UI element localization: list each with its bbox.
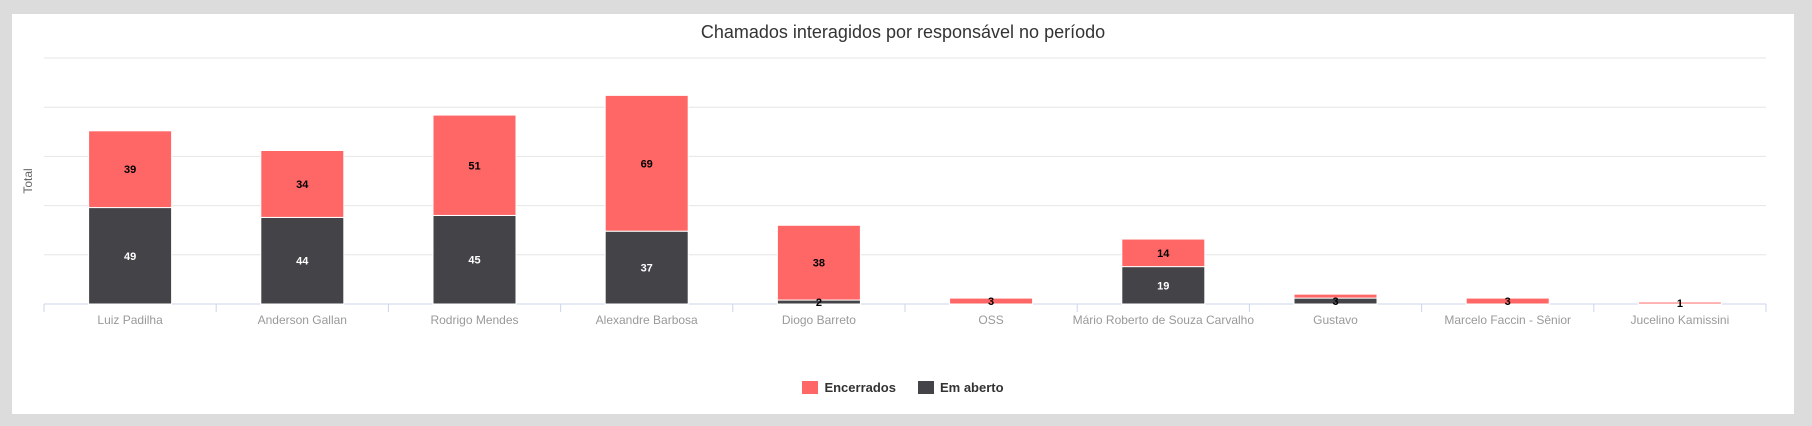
data-label-encerrados: 3 <box>1505 296 1511 308</box>
x-axis-category-label: Gustavo <box>1313 313 1358 327</box>
x-axis-category-label: Rodrigo Mendes <box>430 313 518 327</box>
bar-encerrados <box>1121 238 1206 268</box>
bar-encerrados <box>1637 301 1722 305</box>
data-label-encerrados: 1 <box>1677 298 1683 310</box>
bar-encerrados <box>949 297 1034 305</box>
data-label-em-aberto: 45 <box>468 255 480 267</box>
bar-em-aberto <box>432 214 517 305</box>
stacked-bar-chart: Total 39 49 Luiz Padilha 34 44 Anderson Gallan… <box>21 57 1767 327</box>
bar-encerrados <box>1293 293 1378 299</box>
data-label-encerrados: 34 <box>296 179 309 191</box>
bar-encerrados <box>88 130 173 209</box>
x-axis-category-label: Diogo Barreto <box>782 313 856 327</box>
bar-encerrados <box>260 149 345 218</box>
bar-encerrados <box>604 94 689 232</box>
legend-item-encerrados[interactable]: Encerrados <box>802 380 896 395</box>
bar-encerrados <box>1465 297 1550 305</box>
chart-panel: Chamados interagidos por responsável no … <box>12 14 1794 414</box>
x-axis-category-label: Alexandre Barbosa <box>596 313 698 327</box>
data-label-em-aberto: 49 <box>124 251 136 263</box>
legend-label-encerrados: Encerrados <box>824 380 896 395</box>
data-label-encerrados: 51 <box>468 160 480 172</box>
legend-swatch-em-aberto <box>917 381 934 394</box>
data-label-em-aberto: 3 <box>1332 296 1338 308</box>
bar-em-aberto <box>88 207 173 305</box>
data-label-encerrados: 14 <box>1157 248 1170 260</box>
legend-swatch-encerrados <box>802 381 819 394</box>
x-axis-category-label: Marcelo Faccin - Sênior <box>1444 313 1571 327</box>
data-label-encerrados: 38 <box>813 258 825 270</box>
data-label-em-aberto: 44 <box>296 256 309 268</box>
data-label-em-aberto: 2 <box>816 297 822 309</box>
x-axis-category-label: Mário Roberto de Souza Carvalho <box>1073 313 1255 327</box>
data-label-encerrados: 69 <box>641 158 653 170</box>
bar-encerrados <box>432 114 517 216</box>
legend-label-em-aberto: Em aberto <box>939 380 1004 395</box>
bar-em-aberto <box>260 216 345 305</box>
x-axis-category-label: Luiz Padilha <box>97 313 163 327</box>
data-label-encerrados: 3 <box>988 296 994 308</box>
bar-encerrados <box>776 224 861 301</box>
chart-legend: Encerrados Em aberto <box>12 380 1794 395</box>
data-label-em-aberto: 19 <box>1157 280 1169 292</box>
y-axis-title: Total <box>21 168 35 193</box>
legend-item-em-aberto[interactable]: Em aberto <box>917 380 1004 395</box>
x-axis-category-label: Anderson Gallan <box>258 313 347 327</box>
x-axis-category-label: OSS <box>978 313 1003 327</box>
chart-title: Chamados interagidos por responsável no … <box>700 22 1106 42</box>
data-label-em-aberto: 37 <box>641 263 653 275</box>
x-axis-category-label: Jucelino Kamissini <box>1631 313 1730 327</box>
data-label-encerrados: 39 <box>124 164 136 176</box>
bar-em-aberto <box>604 230 689 305</box>
